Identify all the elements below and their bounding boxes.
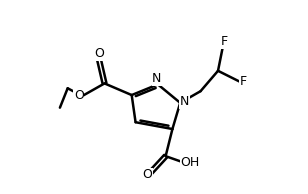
- Text: N: N: [152, 72, 162, 86]
- Text: F: F: [240, 75, 247, 88]
- Text: N: N: [180, 95, 189, 108]
- Text: OH: OH: [180, 156, 200, 170]
- Text: O: O: [94, 47, 104, 61]
- Text: O: O: [143, 168, 152, 182]
- Text: F: F: [220, 35, 227, 48]
- Text: O: O: [74, 88, 84, 102]
